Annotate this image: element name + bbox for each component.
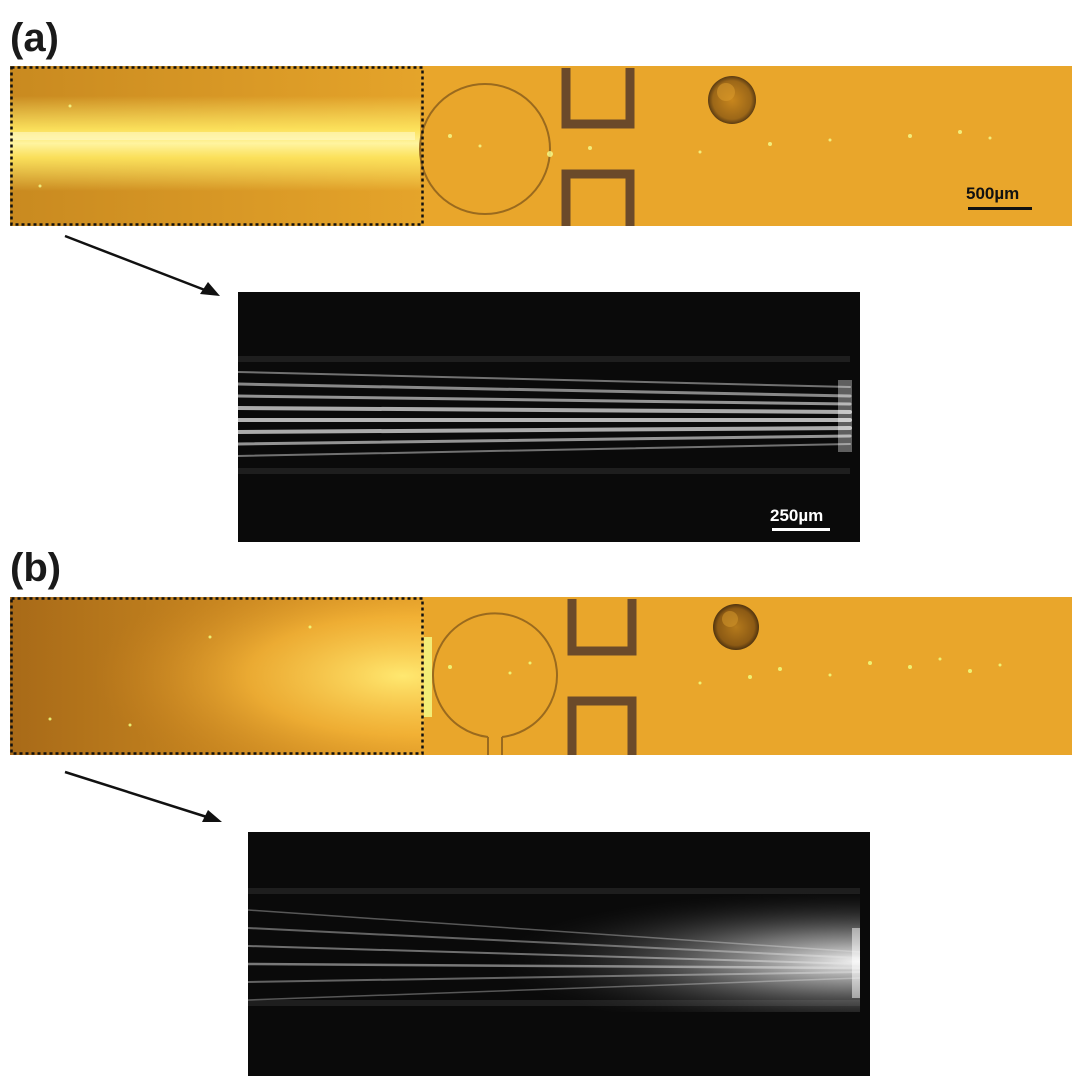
panel-a-micrograph: 500µm	[10, 66, 1072, 226]
panel-b-micrograph	[10, 597, 1072, 755]
panel-a-inset-scalebar-label: 250µm	[770, 506, 824, 525]
panel-b-inset-svg	[248, 832, 870, 1076]
panel-b-fluorescence-inset	[248, 832, 870, 1076]
zoom-arrow-icon	[64, 234, 220, 296]
zoom-arrow-icon	[64, 770, 222, 822]
panel-a-inset-svg	[238, 292, 860, 542]
panel-b-label: (b)	[10, 546, 62, 590]
panel-a-fluorescence-inset: 250µm	[238, 292, 860, 542]
panel-a-strip-scalebar-label: 500µm	[966, 184, 1020, 203]
panel-a-micrograph-svg	[10, 66, 1072, 226]
panel-a-label: (a)	[10, 16, 59, 60]
panel-b-micrograph-svg	[10, 597, 1072, 755]
panel-a-inset-scalebar	[772, 528, 830, 531]
panel-a-strip-scalebar	[968, 207, 1032, 210]
